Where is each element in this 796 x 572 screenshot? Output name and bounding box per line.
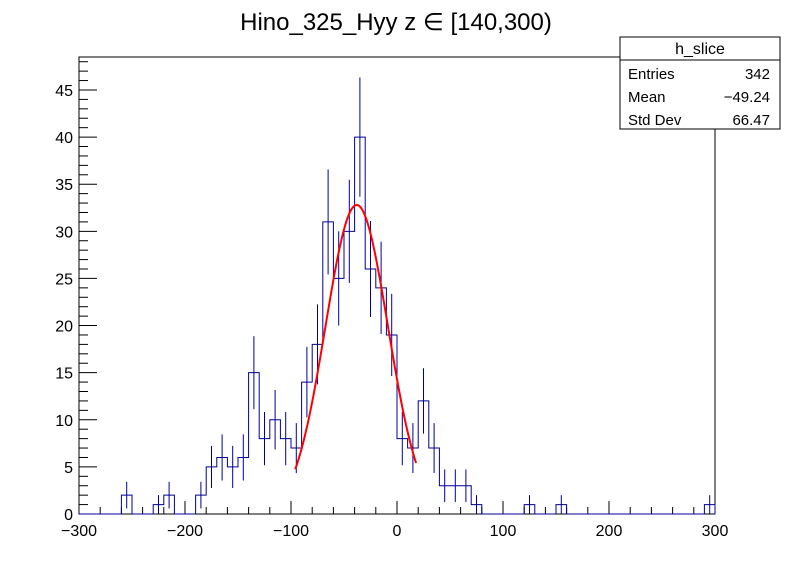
y-tick-label: 15 <box>55 366 73 383</box>
x-tick-label: −100 <box>273 523 309 540</box>
fit-curve <box>294 203 418 470</box>
gaussian-fit <box>294 203 418 470</box>
y-tick-label: 0 <box>64 507 73 524</box>
x-tick-label: −300 <box>61 523 97 540</box>
stats-row-label: Mean <box>628 89 666 106</box>
error-bars <box>126 77 711 514</box>
y-axis: 0 5 10 15 20 25 30 35 40 45 <box>55 61 97 524</box>
stats-row-label: Std Dev <box>628 112 682 129</box>
x-tick-label: 100 <box>490 523 517 540</box>
stats-row-label: Entries <box>628 66 675 83</box>
stats-row-value: 342 <box>745 66 770 83</box>
y-tick-label: 5 <box>64 460 73 477</box>
histogram-series <box>79 136 716 515</box>
x-axis: −300 −200 −100 0 100 200 300 <box>61 501 728 540</box>
y-tick-label: 30 <box>55 224 73 241</box>
x-tick-label: −200 <box>167 523 203 540</box>
histogram-outline <box>79 136 716 515</box>
stats-row-value: 66.47 <box>732 112 770 129</box>
x-tick-label: 300 <box>702 523 729 540</box>
stats-row-value: −49.24 <box>724 89 770 106</box>
stats-box-title: h_slice <box>675 41 725 58</box>
y-tick-label: 25 <box>55 271 73 288</box>
stats-box-frame <box>619 36 781 130</box>
y-tick-label: 35 <box>55 177 73 194</box>
chart-title: Hino_325_Hyy z ∈ [140,300) <box>240 9 552 36</box>
y-tick-label: 45 <box>55 83 73 100</box>
x-tick-label: 0 <box>393 523 402 540</box>
x-tick-label: 200 <box>596 523 623 540</box>
y-tick-label: 40 <box>55 130 73 147</box>
y-tick-label: 10 <box>55 413 73 430</box>
y-tick-label: 20 <box>55 319 73 336</box>
